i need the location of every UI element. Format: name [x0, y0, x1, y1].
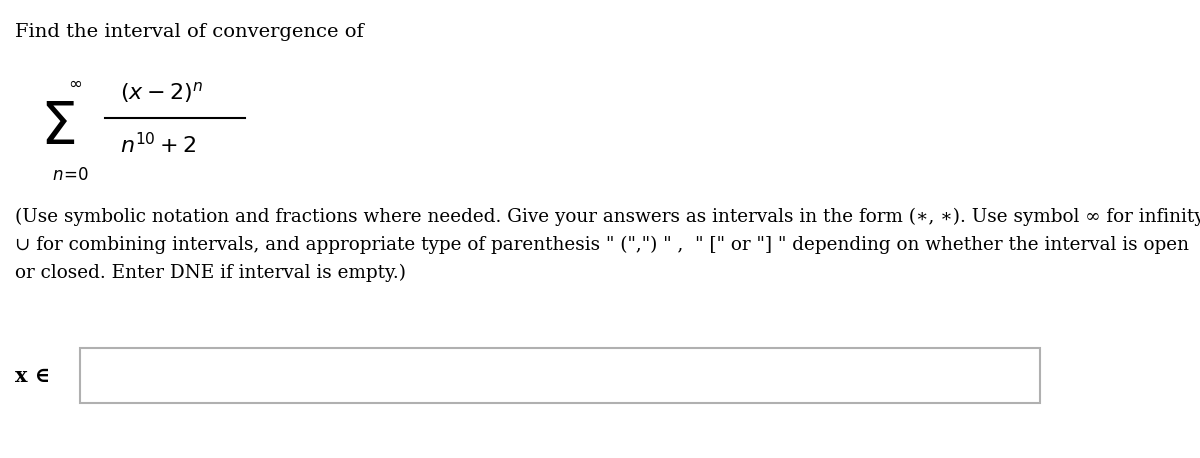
- Text: $n^{10} + 2$: $n^{10} + 2$: [120, 133, 197, 158]
- Text: Find the interval of convergence of: Find the interval of convergence of: [14, 23, 364, 41]
- Text: $\Sigma$: $\Sigma$: [41, 100, 76, 156]
- Text: (Use symbolic notation and fractions where needed. Give your answers as interval: (Use symbolic notation and fractions whe…: [14, 208, 1200, 226]
- Text: or closed. Enter DNE if interval is empty.): or closed. Enter DNE if interval is empt…: [14, 264, 406, 282]
- Text: $\infty$: $\infty$: [68, 75, 82, 92]
- Text: $n\!=\!0$: $n\!=\!0$: [52, 168, 89, 185]
- Text: x ∈: x ∈: [14, 366, 50, 386]
- Text: ∪ for combining intervals, and appropriate type of parenthesis " (",") " ,  " [": ∪ for combining intervals, and appropria…: [14, 236, 1189, 254]
- Text: $(x - 2)^n$: $(x - 2)^n$: [120, 81, 203, 105]
- FancyBboxPatch shape: [80, 348, 1040, 403]
